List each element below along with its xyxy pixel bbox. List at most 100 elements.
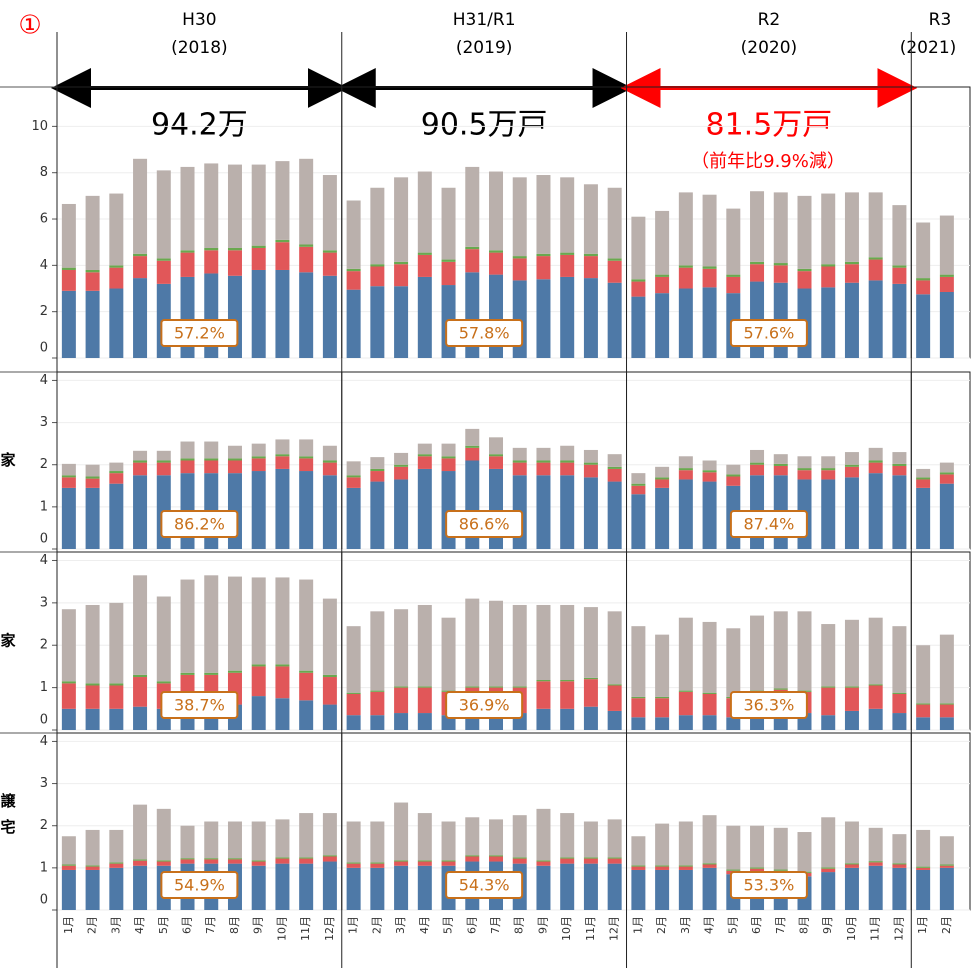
bar-segment — [868, 473, 883, 549]
bar-segment — [607, 684, 622, 686]
bar-segment — [892, 863, 907, 865]
bar-segment — [821, 817, 836, 868]
bar-segment — [489, 171, 504, 251]
bar-segment — [678, 691, 693, 716]
bar-segment — [702, 470, 717, 473]
bar-segment — [133, 462, 148, 476]
bar-segment — [251, 245, 266, 248]
bar-segment — [346, 200, 361, 269]
bar-segment — [417, 443, 432, 455]
bar-segment — [133, 677, 148, 707]
bar-segment — [394, 466, 409, 480]
y-tick-label: 6 — [40, 212, 48, 227]
x-tick-label: 12月 — [323, 916, 336, 941]
bar-segment — [299, 579, 314, 671]
bar-segment — [85, 829, 100, 866]
bar-segment — [512, 604, 527, 687]
bar-segment — [251, 696, 266, 730]
bar-segment — [536, 861, 551, 866]
bar-segment — [61, 708, 76, 730]
bar-segment — [797, 470, 812, 480]
bar-segment — [655, 274, 670, 277]
bar-segment — [868, 862, 883, 866]
bar-segment — [346, 477, 361, 488]
bar-segment — [583, 256, 598, 279]
y-tick-label: 0 — [40, 713, 48, 728]
bar-segment — [797, 195, 812, 269]
bar-segment — [299, 471, 314, 549]
bar-segment — [844, 864, 859, 868]
bar-segment — [655, 869, 670, 910]
bar-segment — [892, 713, 907, 730]
bar-segment — [512, 462, 527, 476]
bar-segment — [370, 690, 385, 692]
bar-segment — [607, 468, 622, 482]
bar-segment — [417, 454, 432, 457]
bar-segment — [370, 266, 385, 287]
bar-segment — [85, 464, 100, 477]
bar-segment — [916, 278, 931, 281]
bar-segment — [607, 466, 622, 469]
bar-segment — [844, 477, 859, 549]
bar-segment — [417, 252, 432, 255]
bar-segment — [109, 862, 124, 864]
bar-segment — [180, 252, 195, 277]
bar-segment — [868, 462, 883, 474]
bar-segment — [868, 617, 883, 685]
bar-segment — [133, 253, 148, 257]
bar-segment — [607, 454, 622, 467]
bar-segment — [560, 863, 575, 910]
bar-segment — [489, 686, 504, 688]
bar-segment — [560, 252, 575, 255]
bar-segment — [61, 864, 76, 866]
bar-segment — [631, 473, 646, 484]
bar-segment — [702, 867, 717, 910]
y-tick-label: 0 — [40, 341, 48, 356]
bar-segment — [133, 256, 148, 279]
bar-segment — [251, 860, 266, 862]
bar-segment — [109, 602, 124, 684]
bar-segment — [204, 672, 219, 675]
x-tick-label: 5月 — [157, 916, 170, 934]
bar-segment — [583, 477, 598, 549]
bar-segment — [773, 869, 788, 871]
bar-segment — [583, 607, 598, 678]
bar-segment — [844, 687, 859, 711]
bar-segment — [939, 703, 954, 705]
bar-segment — [322, 598, 337, 675]
bar-segment — [939, 215, 954, 275]
bar-segment — [251, 458, 266, 472]
y-tick-label: 0 — [40, 893, 48, 908]
bar-segment — [631, 494, 646, 549]
x-tick-label: 9月 — [252, 916, 265, 934]
bar-segment — [750, 264, 765, 282]
bar-segment — [180, 458, 195, 461]
bar-segment — [489, 454, 504, 457]
bar-segment — [868, 259, 883, 281]
bar-segment — [512, 447, 527, 461]
bar-segment — [204, 163, 219, 248]
bar-segment — [133, 706, 148, 730]
bar-segment — [227, 164, 242, 248]
bar-segment — [251, 471, 266, 549]
bar-segment — [204, 460, 219, 474]
bar-segment — [417, 171, 432, 253]
bar-segment — [346, 475, 361, 478]
bar-segment — [702, 815, 717, 864]
x-tick-label: 7月 — [489, 916, 502, 934]
bar-segment — [417, 254, 432, 277]
x-tick-label: 11月 — [869, 916, 882, 941]
bar-segment — [275, 161, 290, 240]
bar-segment — [773, 827, 788, 870]
bar-segment — [133, 158, 148, 254]
bar-segment — [631, 485, 646, 495]
x-tick-label: 2月 — [86, 916, 99, 934]
bar-segment — [560, 604, 575, 680]
bar-segment — [370, 867, 385, 910]
bar-segment — [133, 475, 148, 549]
bar-segment — [702, 268, 717, 288]
bar-segment — [370, 264, 385, 267]
bar-segment — [85, 708, 100, 730]
x-tick-label: 8月 — [797, 916, 810, 934]
bar-segment — [560, 445, 575, 461]
